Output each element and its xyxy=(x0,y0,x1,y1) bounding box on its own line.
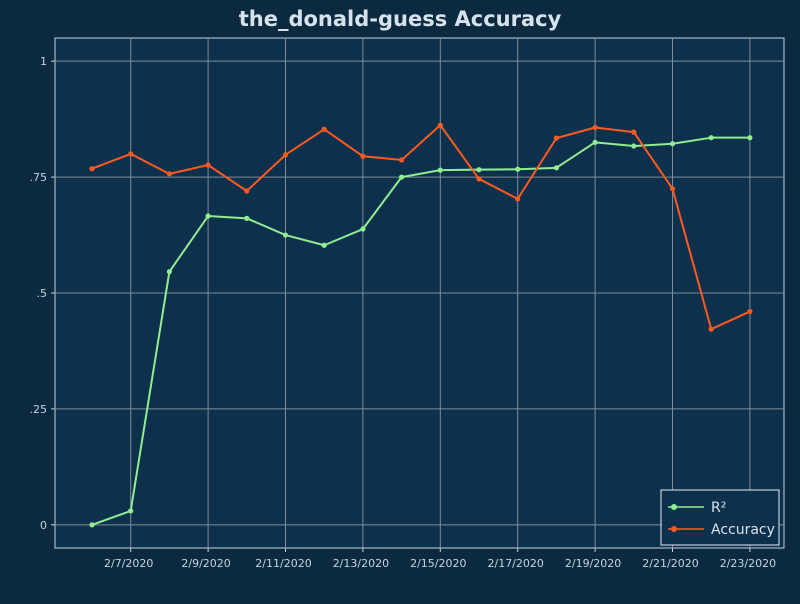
data-point-r2 xyxy=(669,141,676,147)
data-point-r2 xyxy=(128,508,134,514)
y-tick-label: 0 xyxy=(40,519,47,532)
data-point-accuracy xyxy=(515,196,521,202)
legend: R² Accuracy xyxy=(660,489,780,546)
data-point-accuracy xyxy=(128,151,134,157)
x-tick-label: 2/15/2020 xyxy=(410,557,466,570)
data-point-accuracy xyxy=(437,122,443,128)
legend-box xyxy=(660,489,780,546)
legend-label-accuracy: Accuracy xyxy=(711,522,775,538)
data-point-r2 xyxy=(476,167,482,173)
data-point-r2 xyxy=(592,139,598,145)
data-point-r2 xyxy=(166,269,172,275)
data-point-r2 xyxy=(708,135,714,141)
data-point-accuracy xyxy=(708,326,714,332)
x-tick-label: 2/9/2020 xyxy=(181,557,230,570)
data-point-accuracy xyxy=(399,157,405,163)
x-tick-label: 2/21/2020 xyxy=(642,557,698,570)
legend-marker-accuracy xyxy=(671,526,677,532)
x-tick-label: 2/17/2020 xyxy=(487,557,543,570)
data-point-r2 xyxy=(282,232,289,238)
series-line-accuracy xyxy=(91,124,751,331)
data-point-r2 xyxy=(437,167,443,173)
data-point-r2 xyxy=(321,242,327,248)
data-point-accuracy xyxy=(669,186,676,192)
x-tick-label: 2/23/2020 xyxy=(720,557,776,570)
x-tick-label: 2/13/2020 xyxy=(333,557,389,570)
x-tick-label: 2/11/2020 xyxy=(255,557,311,570)
x-tick-label: 2/19/2020 xyxy=(565,557,621,570)
chart-title: the_donald-guess Accuracy xyxy=(239,7,562,31)
data-point-accuracy xyxy=(592,124,598,131)
data-point-accuracy xyxy=(360,153,366,159)
data-point-accuracy xyxy=(631,129,637,135)
y-tick-label: .5 xyxy=(37,287,48,300)
y-tick-label: 1 xyxy=(40,55,47,68)
x-tick-label: 2/7/2020 xyxy=(104,557,153,570)
data-point-accuracy xyxy=(205,162,211,168)
data-point-r2 xyxy=(631,143,637,149)
data-point-accuracy xyxy=(747,308,753,315)
data-point-r2 xyxy=(89,522,95,528)
axis-ticks: 0 .25 .5 .75 1 2/7/2020 2/9/2020 2/11/2020 2/13/… xyxy=(30,55,777,570)
data-point-accuracy xyxy=(553,135,560,141)
data-point-r2 xyxy=(360,226,366,232)
y-tick-label: .75 xyxy=(30,171,48,184)
data-point-accuracy xyxy=(476,176,482,182)
data-point-r2 xyxy=(399,174,405,180)
data-point-accuracy xyxy=(321,126,327,132)
data-point-accuracy xyxy=(282,152,289,158)
data-point-r2 xyxy=(244,215,250,221)
data-point-r2 xyxy=(747,135,753,141)
legend-label-r2: R² xyxy=(711,500,726,516)
legend-marker-r2 xyxy=(671,504,677,510)
data-point-accuracy xyxy=(166,171,172,177)
y-tick-label: .25 xyxy=(30,403,48,416)
series-line-r2 xyxy=(91,136,750,526)
data-point-r2 xyxy=(205,213,211,219)
data-point-r2 xyxy=(515,166,521,172)
data-point-r2 xyxy=(553,165,560,171)
series-layer xyxy=(89,122,753,528)
data-point-accuracy xyxy=(244,188,250,194)
data-point-accuracy xyxy=(89,166,95,172)
